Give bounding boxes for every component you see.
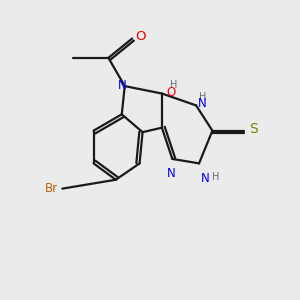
Text: S: S: [249, 122, 258, 136]
Text: H: H: [170, 80, 178, 90]
Text: N: N: [118, 79, 127, 92]
Text: N: N: [200, 172, 209, 185]
Text: N: N: [198, 98, 206, 110]
Text: H: H: [212, 172, 219, 182]
Text: Br: Br: [45, 182, 58, 195]
Text: N: N: [167, 167, 175, 180]
Text: O: O: [136, 30, 146, 43]
Text: H: H: [199, 92, 206, 102]
Text: O: O: [166, 85, 176, 98]
